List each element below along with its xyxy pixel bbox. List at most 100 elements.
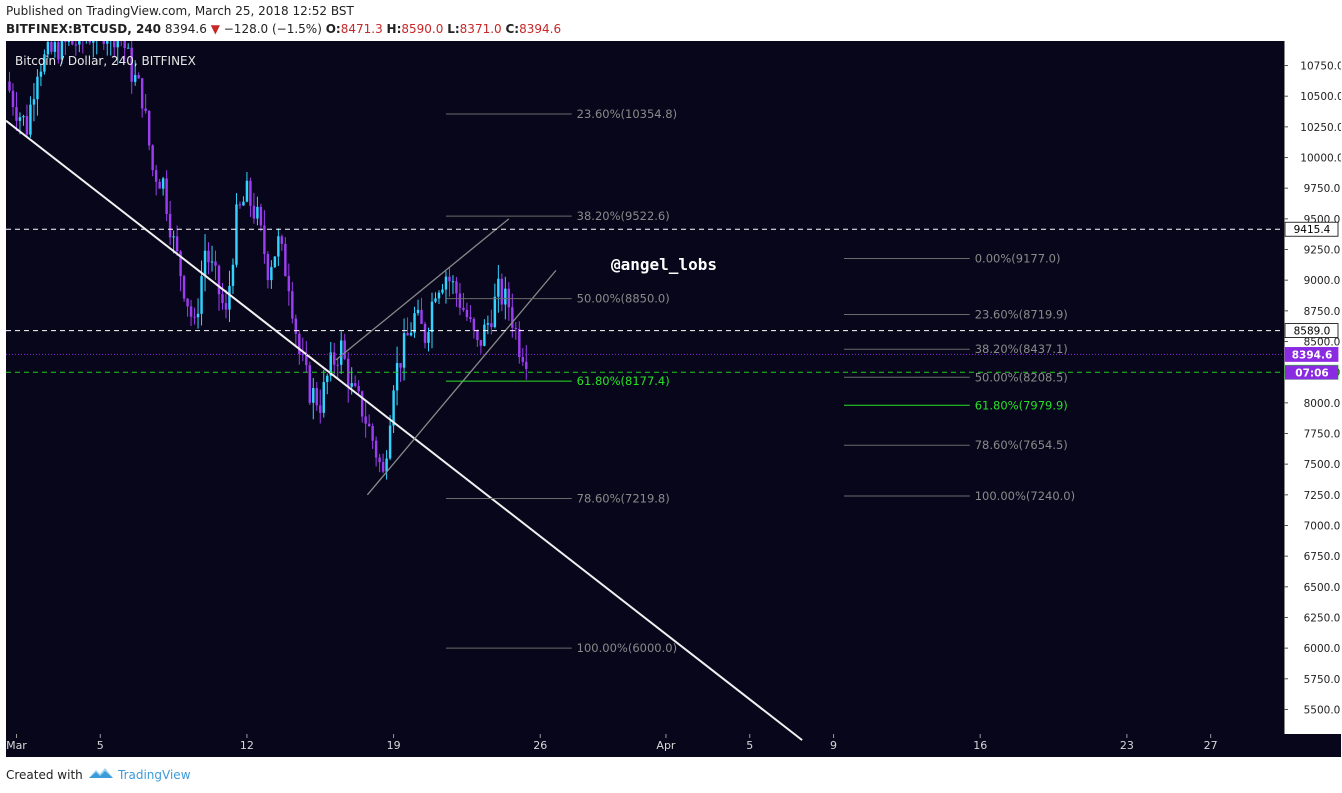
candle-body bbox=[277, 236, 280, 257]
candle-body bbox=[130, 47, 133, 82]
candle bbox=[228, 270, 231, 322]
candle-body bbox=[67, 41, 71, 43]
candle-body bbox=[189, 306, 193, 317]
candle-body bbox=[322, 382, 325, 413]
candle-body bbox=[228, 285, 231, 310]
candle bbox=[82, 41, 84, 54]
candle-body bbox=[182, 276, 186, 299]
fib-right-level-label: 78.60%(7654.5) bbox=[975, 438, 1068, 452]
candle bbox=[507, 282, 511, 321]
candle-body bbox=[36, 76, 39, 100]
candle bbox=[263, 210, 266, 264]
fib-right-level-label: 100.00%(7240.0) bbox=[975, 489, 1075, 503]
y-tick-label: 9750.0 bbox=[1304, 183, 1341, 195]
candle bbox=[451, 275, 455, 295]
candle-body bbox=[214, 261, 217, 266]
author-handle: @angel_lobs bbox=[611, 255, 717, 274]
candle bbox=[465, 302, 469, 321]
candle-body bbox=[493, 296, 497, 328]
candle-body bbox=[113, 41, 116, 48]
tradingview-link[interactable]: TradingView bbox=[118, 768, 191, 782]
candle-body bbox=[430, 301, 434, 333]
candle-body bbox=[385, 458, 388, 472]
candle-body bbox=[388, 425, 392, 459]
candle bbox=[423, 321, 427, 349]
candle bbox=[493, 283, 497, 329]
candle bbox=[339, 331, 343, 374]
candle-body bbox=[266, 253, 270, 281]
price-chart[interactable]: 5500.0 5750.0 6000.0 6250.0 6500.0 6750.0 7000… bbox=[6, 41, 1341, 757]
candle bbox=[71, 41, 74, 46]
candle bbox=[312, 377, 315, 420]
open-value: 8471.3 bbox=[340, 22, 383, 36]
candle bbox=[333, 342, 336, 375]
candle bbox=[427, 327, 430, 352]
candle-body bbox=[465, 309, 469, 318]
candle-body bbox=[287, 276, 291, 292]
open-label: O: bbox=[325, 22, 341, 36]
down-arrow-icon: ▼ bbox=[210, 22, 220, 36]
candle-body bbox=[270, 267, 273, 281]
candle bbox=[343, 333, 346, 361]
chart-area[interactable]: 5500.0 5750.0 6000.0 6250.0 6500.0 6750.0 7000… bbox=[6, 41, 1341, 757]
price-tag bbox=[1284, 323, 1339, 338]
candle bbox=[85, 41, 87, 44]
candle bbox=[336, 358, 339, 380]
y-tick-label: 7750.0 bbox=[1304, 428, 1341, 440]
candle bbox=[409, 322, 413, 337]
channel-line bbox=[366, 269, 557, 496]
candle bbox=[172, 230, 175, 254]
candle-body bbox=[140, 78, 144, 109]
candle-body bbox=[259, 206, 263, 226]
candle bbox=[448, 267, 451, 297]
descending-trendline bbox=[6, 119, 803, 741]
candle bbox=[273, 256, 277, 269]
y-tick-label: 6000.0 bbox=[1304, 643, 1341, 655]
candle bbox=[96, 41, 98, 55]
fib-left-level-label: 78.60%(7219.8) bbox=[577, 492, 670, 506]
x-tick-label: 5 bbox=[97, 739, 104, 752]
candle bbox=[249, 177, 252, 218]
candle bbox=[497, 265, 500, 313]
candle-body bbox=[490, 323, 493, 328]
candle bbox=[256, 196, 259, 226]
y-tick-label: 8750.0 bbox=[1304, 306, 1341, 318]
candle-body bbox=[486, 323, 490, 325]
tradingview-logo-icon[interactable] bbox=[88, 766, 114, 780]
candle bbox=[88, 41, 92, 45]
candle-body bbox=[360, 391, 364, 417]
x-tick-label: 27 bbox=[1204, 739, 1218, 752]
candle-body bbox=[312, 388, 315, 403]
y-tick-label: 5750.0 bbox=[1304, 674, 1341, 686]
price-tag-label: 9415.4 bbox=[1294, 224, 1331, 236]
candle-body bbox=[500, 278, 504, 305]
candle bbox=[395, 346, 399, 406]
candle bbox=[25, 104, 29, 138]
candle bbox=[490, 309, 493, 335]
candle-body bbox=[29, 104, 32, 135]
candle bbox=[277, 228, 280, 267]
candle bbox=[113, 41, 116, 58]
candle-body bbox=[402, 333, 406, 368]
candle-body bbox=[315, 388, 318, 406]
candle-body bbox=[451, 281, 455, 283]
candle-body bbox=[88, 41, 92, 43]
candle bbox=[130, 41, 133, 94]
low-label: L: bbox=[447, 22, 460, 36]
candle-body bbox=[15, 107, 18, 121]
candle-body bbox=[252, 205, 256, 219]
countdown-tag bbox=[1285, 365, 1338, 380]
candle bbox=[165, 170, 168, 222]
candle-body bbox=[200, 276, 203, 314]
candle-body bbox=[53, 42, 57, 52]
candle-body bbox=[472, 318, 476, 331]
candle-body bbox=[469, 317, 472, 319]
y-tick-label: 6250.0 bbox=[1304, 612, 1341, 624]
candle bbox=[406, 317, 409, 336]
fib-left-level-label: 100.00%(6000.0) bbox=[577, 641, 677, 655]
candle bbox=[46, 41, 50, 59]
candle-body bbox=[308, 365, 312, 403]
x-tick-label: 5 bbox=[746, 739, 753, 752]
candle bbox=[378, 453, 381, 473]
candle-body bbox=[326, 375, 329, 383]
